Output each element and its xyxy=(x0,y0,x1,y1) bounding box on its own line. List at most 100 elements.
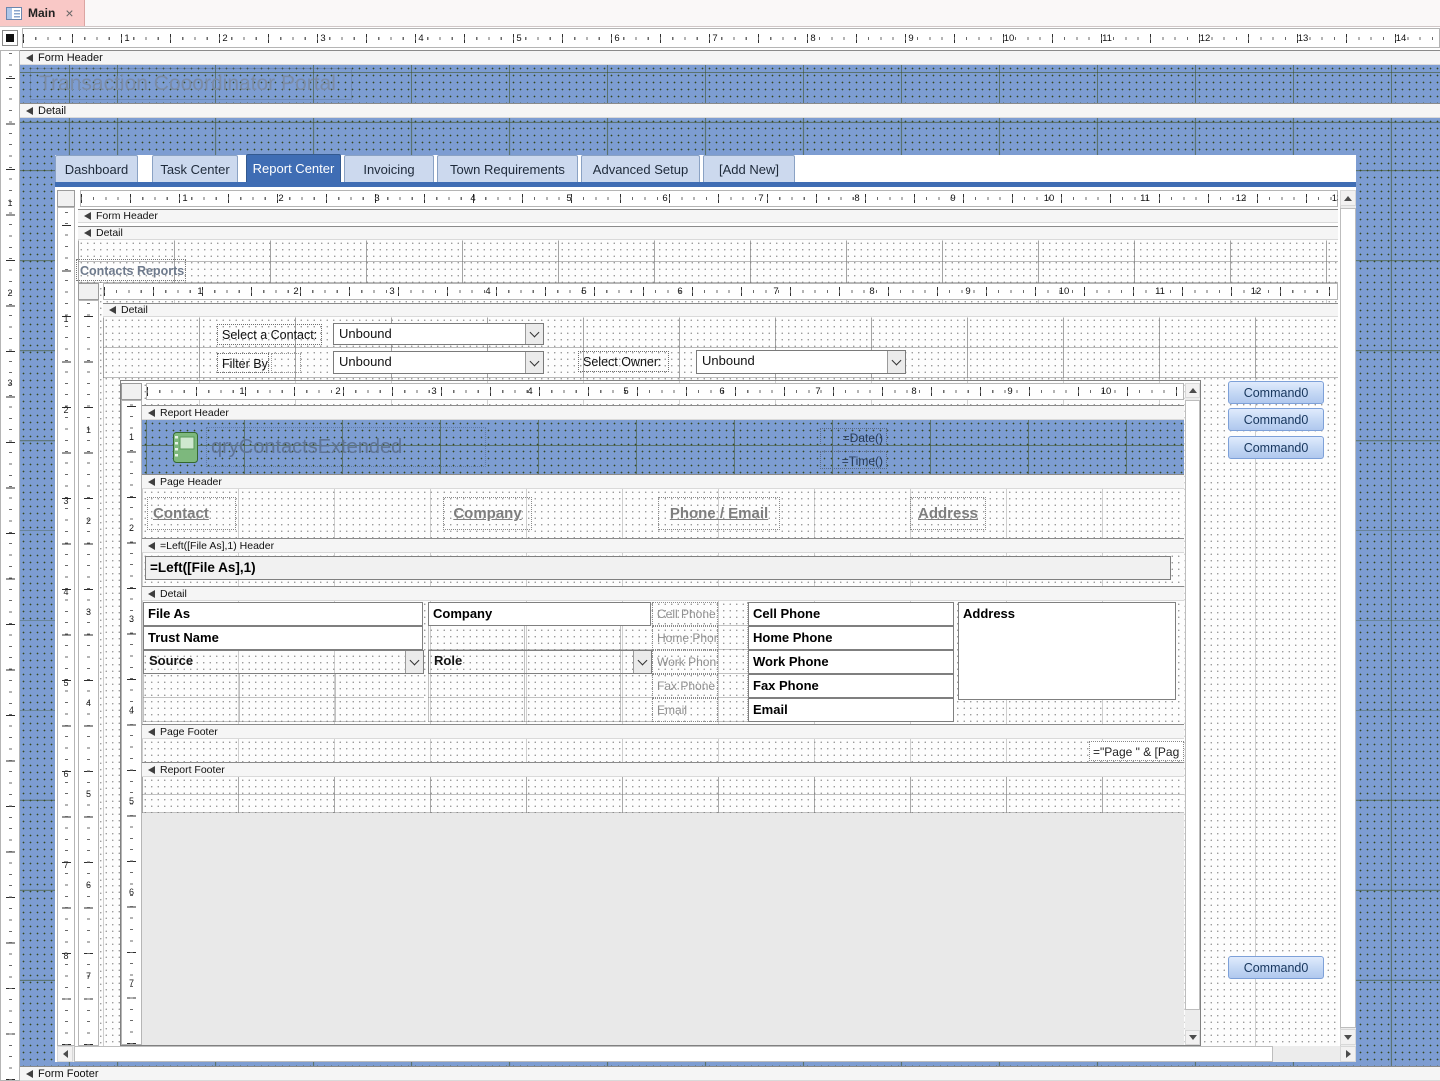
chevron-down-icon[interactable] xyxy=(525,352,543,373)
section-label: Form Header xyxy=(38,51,103,64)
close-icon[interactable]: × xyxy=(65,5,74,21)
scroll-left-button[interactable] xyxy=(57,1046,73,1062)
field-home-phone[interactable]: Home Phone xyxy=(748,626,954,650)
report-section-bar-detail[interactable]: Detail xyxy=(142,586,1184,601)
field-address[interactable]: Address xyxy=(958,602,1176,700)
section-arrow-icon xyxy=(26,53,33,62)
subform1-margin-box[interactable] xyxy=(57,190,75,207)
page-footer-canvas[interactable] xyxy=(142,739,1184,762)
form-title-label[interactable]: Transaction Cooordinator Portal xyxy=(30,68,352,100)
column-header-phone-email[interactable]: Phone / Email xyxy=(658,497,780,530)
report-section-bar-page-footer[interactable]: Page Footer xyxy=(142,724,1184,739)
label-fax-phone[interactable]: Fax Phone xyxy=(652,674,718,698)
tab-dashboard[interactable]: Dashboard xyxy=(55,155,138,182)
time-expression-textbox[interactable]: =Time() xyxy=(820,451,887,469)
main-document-tab[interactable]: Main × xyxy=(0,0,85,26)
field-fax-phone[interactable]: Fax Phone xyxy=(748,674,954,698)
report-section-bar-page-header[interactable]: Page Header xyxy=(142,474,1184,489)
label-email[interactable]: Email xyxy=(652,698,718,722)
tab-label: Town Requirements xyxy=(450,161,565,177)
triangle-down-icon xyxy=(1188,1035,1197,1040)
scroll-right-button[interactable] xyxy=(1340,1046,1356,1062)
triangle-up-icon xyxy=(1188,388,1197,393)
report-title-label[interactable]: qryContactsExtended xyxy=(206,427,486,467)
field-source-combobox[interactable]: Source xyxy=(143,650,424,674)
command-button-4[interactable]: Command0 xyxy=(1228,956,1324,979)
triangle-down-icon xyxy=(1344,1034,1352,1040)
subform1-section-bar-detail[interactable]: Detail xyxy=(78,226,1338,240)
scroll-up-button[interactable] xyxy=(1340,190,1356,206)
section-label: Report Footer xyxy=(160,763,225,776)
report-vertical-ruler xyxy=(121,400,142,1045)
report-header-canvas[interactable] xyxy=(142,420,1184,474)
combo-value: Role xyxy=(434,653,463,668)
contacts-reports-label[interactable]: Contacts Reports: xyxy=(76,259,186,281)
subform2-section-bar-detail[interactable]: Detail xyxy=(103,303,1338,317)
section-arrow-icon xyxy=(84,212,91,220)
command-button-3[interactable]: Command0 xyxy=(1228,436,1324,459)
select-owner-label[interactable]: Select Owner: xyxy=(578,351,669,372)
section-bar-form-header[interactable]: Form Header xyxy=(20,50,1440,65)
field-email[interactable]: Email xyxy=(748,698,954,722)
filter-by-label[interactable]: Filter By: xyxy=(217,353,269,373)
section-bar-form-footer[interactable]: Form Footer xyxy=(20,1066,1440,1081)
label-cell-phone[interactable]: Cell Phone xyxy=(652,602,718,626)
scroll-down-button[interactable] xyxy=(1340,1029,1356,1045)
date-expression-textbox[interactable]: =Date() xyxy=(820,428,887,446)
column-header-company[interactable]: Company xyxy=(443,497,532,530)
scrollbar-thumb[interactable] xyxy=(74,1046,1273,1062)
select-contact-combobox[interactable]: Unbound xyxy=(333,323,544,345)
field-work-phone[interactable]: Work Phone xyxy=(748,650,954,674)
chevron-down-icon[interactable] xyxy=(525,324,543,344)
tab-town-requirements[interactable]: Town Requirements xyxy=(437,155,578,182)
chevron-down-icon[interactable] xyxy=(633,651,651,673)
tab-report-center[interactable]: Report Center xyxy=(246,154,341,182)
page-number-expression-textbox[interactable]: ="Page " & [Pag xyxy=(1089,741,1184,761)
report-footer-canvas[interactable] xyxy=(142,777,1184,813)
column-header-address[interactable]: Address xyxy=(910,497,986,530)
select-contact-label[interactable]: Select a Contact: xyxy=(217,324,322,345)
subform1-section-bar-form-header[interactable]: Form Header xyxy=(78,209,1338,223)
scrollbar-thumb[interactable] xyxy=(1185,400,1200,1010)
select-owner-combobox[interactable]: Unbound xyxy=(696,350,906,374)
scrollbar-thumb[interactable] xyxy=(1340,208,1356,1028)
field-role-combobox[interactable]: Role xyxy=(428,650,652,674)
field-file-as[interactable]: File As xyxy=(143,602,423,626)
report-margin-box[interactable] xyxy=(121,383,142,400)
subform2-margin-box[interactable] xyxy=(78,283,99,300)
section-arrow-icon xyxy=(84,229,91,237)
report-section-bar-report-footer[interactable]: Report Footer xyxy=(142,762,1184,777)
group-expression-textbox[interactable]: =Left([File As],1) xyxy=(145,556,1171,580)
subform1-horizontal-ruler xyxy=(80,190,1338,207)
field-company[interactable]: Company xyxy=(428,602,651,626)
field-text: Fax Phone xyxy=(753,678,819,693)
chevron-down-icon[interactable] xyxy=(887,351,905,373)
command-button-1[interactable]: Command0 xyxy=(1228,381,1324,404)
label-work-phone[interactable]: Work Phone xyxy=(652,650,718,674)
tab-invoicing[interactable]: Invoicing xyxy=(344,155,434,182)
vertical-ruler-main xyxy=(0,50,20,1081)
filter-by-combobox[interactable]: Unbound xyxy=(333,351,544,374)
select-all-box[interactable] xyxy=(2,30,18,46)
field-cell-phone[interactable]: Cell Phone xyxy=(748,602,954,626)
section-arrow-icon xyxy=(109,306,116,314)
combo-value: Unbound xyxy=(702,353,755,368)
column-header-contact[interactable]: Contact xyxy=(147,497,236,530)
main-tab-label: Main xyxy=(28,6,56,20)
section-label: Detail xyxy=(96,227,123,239)
field-trust-name[interactable]: Trust Name xyxy=(143,626,423,650)
label-home-phone[interactable]: Home Phone xyxy=(652,626,718,650)
label-text: Cell Phone xyxy=(657,607,716,621)
section-bar-detail[interactable]: Detail xyxy=(20,103,1440,118)
scroll-up-button[interactable] xyxy=(1185,383,1200,398)
report-section-bar-group-header[interactable]: =Left([File As],1) Header xyxy=(142,538,1184,553)
command-button-2[interactable]: Command0 xyxy=(1228,408,1324,431)
tab-advanced-setup[interactable]: Advanced Setup xyxy=(581,155,700,182)
scroll-down-button[interactable] xyxy=(1185,1030,1200,1045)
report-section-bar-report-header[interactable]: Report Header xyxy=(142,405,1184,420)
form-header-canvas[interactable] xyxy=(20,65,1440,103)
tab-add-new[interactable]: [Add New] xyxy=(703,155,795,182)
chevron-down-icon[interactable] xyxy=(405,651,423,673)
tab-label: Advanced Setup xyxy=(592,161,689,177)
tab-task-center[interactable]: Task Center xyxy=(152,155,238,182)
